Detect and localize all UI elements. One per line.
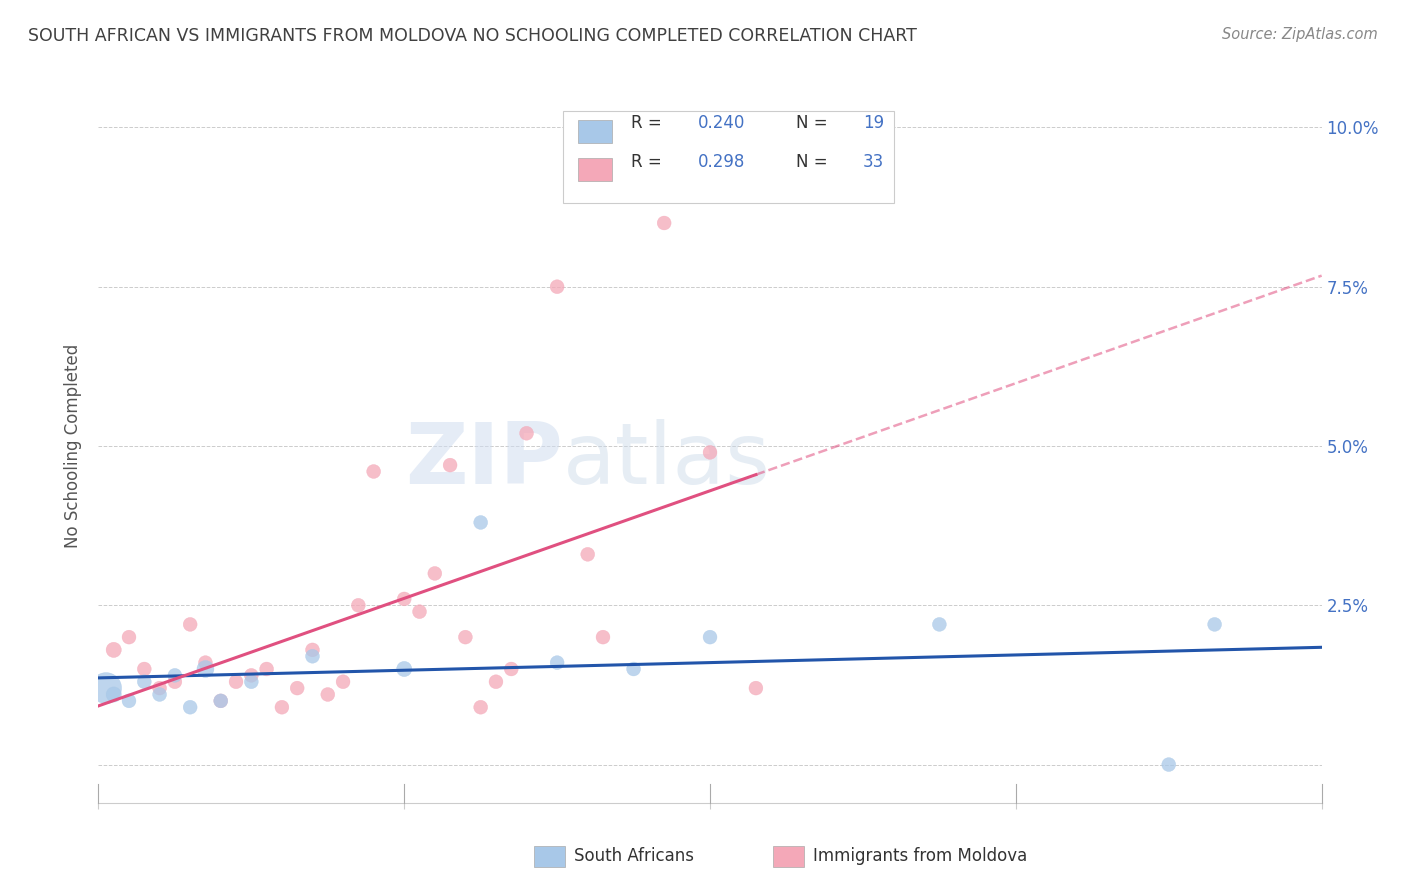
Point: [501, 662, 523, 676]
Point: [347, 599, 370, 613]
Text: Immigrants from Moldova: Immigrants from Moldova: [813, 847, 1026, 865]
Point: [118, 694, 141, 708]
Point: [1157, 757, 1180, 772]
Point: [256, 662, 278, 676]
Point: [194, 656, 217, 670]
Point: [592, 630, 614, 644]
Point: [301, 643, 323, 657]
Point: [179, 700, 201, 714]
Y-axis label: No Schooling Completed: No Schooling Completed: [65, 344, 83, 548]
Point: [316, 688, 339, 702]
Point: [485, 674, 508, 689]
Bar: [578, 120, 612, 143]
Text: ZIP: ZIP: [405, 418, 564, 502]
Point: [179, 617, 201, 632]
Point: [225, 674, 247, 689]
Text: 33: 33: [863, 153, 884, 171]
Point: [423, 566, 446, 581]
Point: [652, 216, 675, 230]
Point: [103, 643, 125, 657]
Point: [470, 700, 492, 714]
Point: [270, 700, 294, 714]
Point: [546, 279, 568, 293]
Text: 19: 19: [863, 114, 884, 132]
Point: [103, 688, 125, 702]
Point: [470, 516, 492, 530]
Point: [209, 694, 232, 708]
Text: N =: N =: [796, 114, 832, 132]
Point: [1204, 617, 1226, 632]
Point: [408, 605, 430, 619]
Point: [439, 458, 461, 472]
Point: [163, 674, 186, 689]
Point: [332, 674, 354, 689]
Point: [194, 662, 217, 676]
Point: [163, 668, 186, 682]
Text: R =: R =: [630, 114, 666, 132]
Point: [149, 681, 172, 695]
Text: atlas: atlas: [564, 418, 772, 502]
Point: [134, 662, 156, 676]
Point: [699, 445, 721, 459]
Point: [454, 630, 477, 644]
Point: [392, 662, 416, 676]
Point: [623, 662, 645, 676]
Text: South Africans: South Africans: [574, 847, 693, 865]
Point: [745, 681, 768, 695]
Point: [118, 630, 141, 644]
Point: [363, 465, 385, 479]
Point: [149, 688, 172, 702]
Point: [209, 694, 232, 708]
Point: [285, 681, 308, 695]
Point: [546, 656, 568, 670]
Text: R =: R =: [630, 153, 666, 171]
Bar: [578, 158, 612, 180]
Point: [576, 547, 599, 561]
Text: 0.298: 0.298: [697, 153, 745, 171]
Point: [134, 674, 156, 689]
Text: Source: ZipAtlas.com: Source: ZipAtlas.com: [1222, 27, 1378, 42]
Point: [94, 681, 117, 695]
Text: SOUTH AFRICAN VS IMMIGRANTS FROM MOLDOVA NO SCHOOLING COMPLETED CORRELATION CHAR: SOUTH AFRICAN VS IMMIGRANTS FROM MOLDOVA…: [28, 27, 917, 45]
Point: [301, 649, 323, 664]
Point: [240, 668, 263, 682]
Point: [928, 617, 950, 632]
Point: [516, 426, 538, 441]
Text: 0.240: 0.240: [697, 114, 745, 132]
Text: N =: N =: [796, 153, 832, 171]
Point: [699, 630, 721, 644]
Point: [392, 591, 416, 606]
Point: [240, 674, 263, 689]
